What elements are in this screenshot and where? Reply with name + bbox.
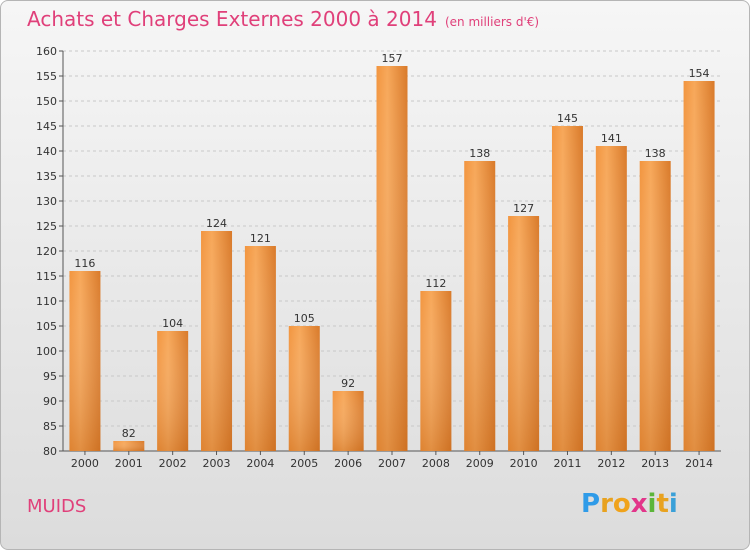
data-label: 124	[206, 217, 227, 230]
x-tick-label: 2008	[422, 457, 450, 470]
x-tick-label: 2005	[290, 457, 318, 470]
bar-shade	[551, 126, 583, 451]
chart-unit: (en milliers d'€)	[444, 15, 540, 29]
bar-shade	[639, 161, 671, 451]
y-tick-label: 145	[36, 120, 57, 133]
data-label: 127	[513, 202, 534, 215]
x-tick-label: 2002	[159, 457, 187, 470]
bar-shade	[288, 326, 320, 451]
data-label: 138	[469, 147, 490, 160]
axis-layer: 80 85 90 95 100 105 110 115 120 125 130 135 140 145 15…	[36, 45, 721, 470]
data-label: 157	[382, 52, 403, 65]
bar-shade	[595, 146, 627, 451]
y-tick-label: 80	[43, 445, 57, 458]
data-label: 82	[122, 427, 136, 440]
bar-shade	[69, 271, 101, 451]
x-tick-label: 2009	[466, 457, 494, 470]
x-tick-label: 2011	[553, 457, 581, 470]
x-tick-label: 2010	[510, 457, 538, 470]
bar-shade	[508, 216, 540, 451]
data-label: 138	[645, 147, 666, 160]
x-tick-label: 2006	[334, 457, 362, 470]
bar-shade	[683, 81, 715, 451]
y-tick-label: 115	[36, 270, 57, 283]
y-tick-label: 155	[36, 70, 57, 83]
x-tick-label: 2014	[685, 457, 713, 470]
y-tick-label: 100	[36, 345, 57, 358]
bar-shade	[113, 441, 145, 451]
x-tick-label: 2001	[115, 457, 143, 470]
y-tick-label: 95	[43, 370, 57, 383]
x-tick-label: 2003	[203, 457, 231, 470]
bar-shade	[464, 161, 496, 451]
y-tick-label: 90	[43, 395, 57, 408]
y-tick-label: 105	[36, 320, 57, 333]
bar-shade	[376, 66, 408, 451]
data-label: 116	[74, 257, 95, 270]
y-tick-label: 120	[36, 245, 57, 258]
x-tick-label: 2000	[71, 457, 99, 470]
bar-shade	[157, 331, 189, 451]
place-name: MUIDS	[27, 496, 87, 517]
data-label: 104	[162, 317, 183, 330]
y-tick-label: 110	[36, 295, 57, 308]
data-label: 92	[341, 377, 355, 390]
chart-title: Achats et Charges Externes 2000 à 2014 (e…	[27, 7, 539, 31]
chart-title-text: Achats et Charges Externes 2000 à 2014	[27, 7, 437, 31]
y-tick-label: 140	[36, 145, 57, 158]
x-tick-label: 2007	[378, 457, 406, 470]
y-tick-label: 130	[36, 195, 57, 208]
data-label: 145	[557, 112, 578, 125]
data-label: 105	[294, 312, 315, 325]
x-tick-label: 2004	[246, 457, 274, 470]
data-label: 121	[250, 232, 271, 245]
data-label: 141	[601, 132, 622, 145]
x-tick-label: 2013	[641, 457, 669, 470]
data-label: 112	[425, 277, 446, 290]
bar-shade	[420, 291, 452, 451]
y-tick-label: 160	[36, 45, 57, 58]
x-tick-label: 2012	[597, 457, 625, 470]
y-tick-label: 135	[36, 170, 57, 183]
bar-shade	[332, 391, 364, 451]
y-tick-label: 85	[43, 420, 57, 433]
label-layer: 116 82 104 124 121 105 92 157 112 138 127 145 141 138…	[74, 52, 709, 440]
bar-shade	[201, 231, 233, 451]
y-tick-label: 150	[36, 95, 57, 108]
data-label: 154	[689, 67, 710, 80]
y-tick-label: 125	[36, 220, 57, 233]
bar-shade	[244, 246, 276, 451]
proxiti-logo: Proxiti	[581, 489, 678, 519]
bar-layer	[69, 66, 715, 451]
